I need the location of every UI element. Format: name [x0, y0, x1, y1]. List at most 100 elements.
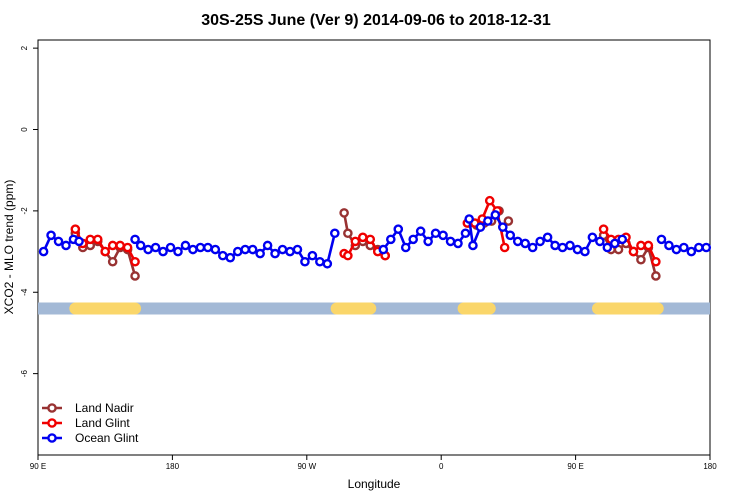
data-point: [300, 256, 310, 267]
data-point: [210, 244, 221, 255]
y-tick-label: -2: [20, 207, 29, 215]
legend-marker: [47, 403, 57, 413]
data-point: [329, 228, 340, 239]
legend-label: Ocean Glint: [75, 431, 139, 445]
data-point: [602, 242, 613, 253]
data-point: [512, 236, 523, 247]
data-point: [550, 240, 560, 251]
data-point: [679, 242, 689, 253]
data-point: [232, 246, 243, 257]
legend-item: Land Nadir: [42, 401, 134, 415]
data-point: [686, 246, 697, 257]
data-point: [651, 256, 661, 267]
legend-label: Land Glint: [75, 416, 130, 430]
data-point: [651, 271, 661, 281]
data-point: [643, 240, 654, 251]
data-point: [285, 246, 295, 257]
data-point: [464, 214, 475, 224]
data-point: [339, 208, 349, 218]
data-point: [143, 244, 153, 255]
data-point: [694, 242, 704, 253]
data-point: [385, 234, 396, 245]
data-point: [92, 234, 103, 245]
y-axis-label: XCO2 - MLO trend (ppm): [2, 180, 16, 315]
data-point: [671, 244, 682, 255]
legend-item: Ocean Glint: [42, 431, 139, 445]
data-point: [85, 234, 96, 245]
data-point: [130, 256, 140, 267]
chart-title: 30S-25S June (Ver 9) 2014-09-06 to 2018-…: [201, 12, 551, 29]
data-point: [445, 236, 456, 247]
data-point: [468, 240, 478, 251]
data-point: [292, 244, 303, 255]
data-point: [490, 210, 501, 220]
y-tick-label: -6: [20, 370, 29, 378]
series-land-glint: [70, 195, 661, 267]
data-point: [535, 236, 545, 247]
data-point: [46, 230, 56, 241]
data-point: [656, 234, 667, 245]
data-point: [107, 240, 118, 251]
data-point: [255, 248, 265, 259]
data-point: [158, 246, 168, 257]
data-point: [173, 246, 183, 257]
y-tick-label: -4: [20, 288, 29, 296]
y-axis: 2 0 -2 -4 -6: [20, 45, 38, 377]
data-point: [270, 248, 280, 259]
data-point: [53, 236, 64, 247]
legend-label: Land Nadir: [75, 401, 134, 415]
data-point: [203, 242, 213, 253]
data-point: [408, 234, 419, 245]
data-point: [188, 244, 198, 255]
data-point: [322, 258, 333, 269]
x-axis: 90 E 180 90 W 0 90 E 180: [30, 455, 717, 471]
data-point: [180, 240, 191, 251]
data-point: [595, 236, 605, 247]
data-point: [400, 242, 411, 253]
data-point: [70, 224, 81, 234]
data-point: [628, 246, 639, 257]
data-point: [415, 226, 426, 237]
data-point: [307, 250, 318, 261]
data-point: [315, 256, 325, 267]
x-tick-label: 0: [439, 462, 444, 471]
data-point: [393, 224, 404, 234]
data-point: [460, 228, 471, 239]
data-point: [130, 271, 140, 281]
data-point: [453, 238, 463, 249]
y-tick-label: 0: [20, 127, 29, 132]
data-point: [130, 234, 140, 245]
data-point: [438, 230, 448, 241]
data-point: [343, 250, 353, 261]
data-point: [664, 240, 674, 251]
data-point: [484, 195, 495, 206]
x-tick-label: 90 E: [30, 462, 46, 471]
data-point: [38, 246, 49, 257]
x-tick-label: 90 W: [297, 462, 316, 471]
data-point: [483, 216, 493, 226]
data-point: [100, 246, 110, 257]
legend-marker: [47, 433, 57, 443]
data-point: [343, 228, 353, 239]
data-point: [610, 238, 620, 249]
data-point: [74, 236, 84, 247]
x-tick-label: 180: [166, 462, 180, 471]
data-point: [475, 222, 486, 232]
x-tick-label: 180: [703, 462, 717, 471]
data-point: [225, 252, 236, 263]
data-point: [277, 244, 288, 255]
data-point: [557, 242, 568, 253]
data-point: [247, 244, 258, 255]
y-tick-label: 2: [20, 45, 29, 50]
data-point: [503, 216, 514, 226]
data-point: [107, 256, 118, 267]
data-point: [430, 228, 441, 239]
data-point: [505, 230, 516, 241]
data-point: [542, 232, 553, 243]
data-point: [240, 244, 250, 255]
data-point: [572, 244, 583, 255]
data-point: [636, 254, 646, 265]
data-point: [195, 242, 206, 253]
data-point: [262, 240, 273, 251]
